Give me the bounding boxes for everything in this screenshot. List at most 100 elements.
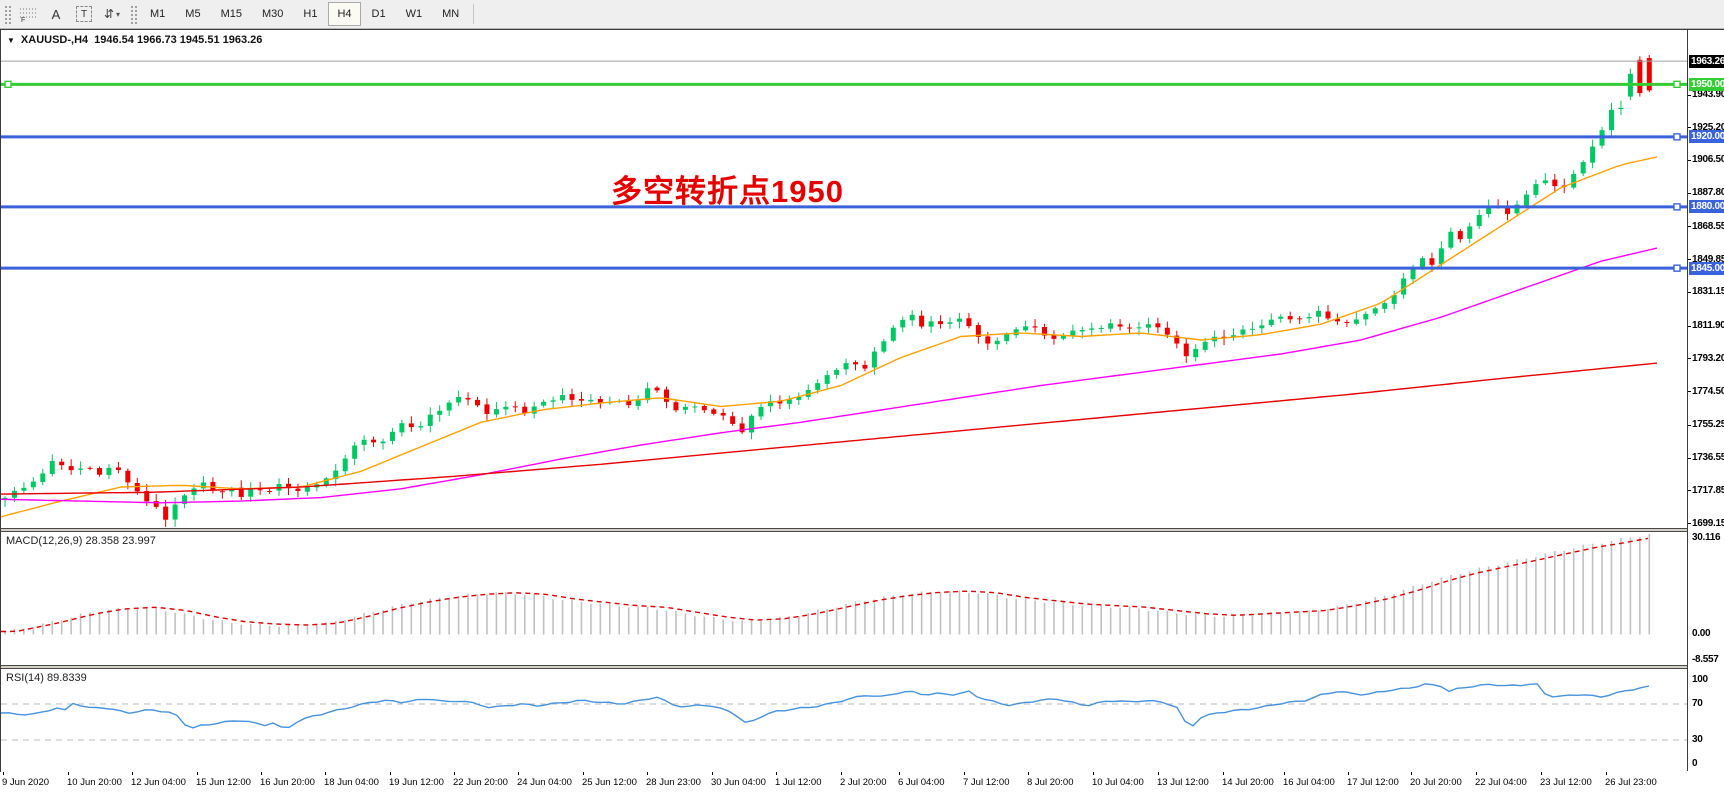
ohlc-values: 1946.54 1966.73 1945.51 1963.26 (94, 34, 263, 46)
candlestick-canvas[interactable] (1, 30, 1687, 528)
price-tick-label: 1774.50 (1692, 385, 1724, 397)
macd-canvas[interactable] (1, 532, 1687, 665)
arrows-tool-button[interactable]: ⇵ ▾ (99, 2, 125, 26)
chart-text-annotation[interactable]: 多空转折点1950 (611, 174, 844, 209)
tf-button-M1[interactable]: M1 (150, 8, 166, 20)
hline-handle[interactable] (4, 80, 12, 89)
rsi-scale-label: 0 (1692, 758, 1698, 769)
time-axis-label: 28 Jun 23:00 (646, 777, 701, 788)
rsi-panel[interactable]: RSI(14) 89.8339 (1, 669, 1687, 771)
symbol-dropdown-icon[interactable]: ▼ (7, 35, 15, 45)
panel-divider[interactable] (1, 665, 1724, 669)
time-tickmark (1028, 772, 1029, 775)
time-axis-label: 25 Jun 12:00 (582, 777, 637, 788)
toolbar-grip[interactable] (3, 4, 11, 24)
price-tick-label: 1868.55 (1692, 220, 1724, 232)
price-axis[interactable]: 1943.90 1925.20 1906.50 1887.80 1868.55 1849.… (1688, 30, 1724, 771)
time-axis-label: 15 Jun 12:00 (196, 777, 251, 788)
time-tickmark (841, 772, 842, 775)
macd-panel[interactable]: MACD(12,26,9) 28.358 23.997 (1, 532, 1687, 665)
chart-title[interactable]: ▼ XAUUSD-,H4 1946.54 1966.73 1945.51 196… (7, 34, 262, 46)
time-axis-label: 20 Jul 20:00 (1410, 777, 1462, 788)
arrows-icon: ⇵ (103, 7, 115, 21)
time-axis-label: 13 Jul 12:00 (1157, 777, 1209, 788)
price-tick-label: 1717.85 (1692, 484, 1724, 496)
time-axis-label: 22 Jun 20:00 (453, 777, 508, 788)
price-badge: 1950.00 (1689, 77, 1724, 91)
time-axis-label: 16 Jun 20:00 (260, 777, 315, 788)
time-tickmark (1411, 772, 1412, 775)
text-icon: A (51, 6, 61, 22)
time-axis-label: 7 Jul 12:00 (963, 777, 1010, 788)
price-tick-label: 1925.20 (1692, 121, 1724, 133)
tf-button-D1[interactable]: D1 (371, 8, 386, 20)
text-tool-button[interactable]: A (43, 2, 69, 26)
hline-handle[interactable] (1673, 133, 1681, 141)
price-tick-label: 1943.90 (1692, 89, 1724, 100)
time-axis-label: 22 Jul 04:00 (1475, 777, 1527, 788)
price-tick-label: 1831.15 (1692, 286, 1724, 298)
fibonacci-tool-button[interactable]: F (15, 2, 41, 26)
price-tickmark (1688, 457, 1691, 459)
text-label-tool-button[interactable]: T (71, 2, 97, 26)
time-tickmark (3, 772, 4, 775)
time-axis-label: 14 Jul 20:00 (1222, 777, 1274, 788)
time-tickmark (583, 772, 584, 775)
price-tick-label: 1755.25 (1692, 419, 1724, 431)
hline-handle[interactable] (1673, 80, 1681, 89)
hline-handle[interactable] (1673, 264, 1681, 272)
time-axis-label: 17 Jul 12:00 (1347, 777, 1399, 788)
time-axis-label: 23 Jul 12:00 (1540, 777, 1592, 788)
time-axis[interactable]: 9 Jun 2020 10 Jun 20:00 12 Jun 04:00 15 Jun… (0, 772, 1724, 792)
rsi-canvas[interactable] (1, 669, 1687, 771)
price-tickmark (1688, 159, 1691, 161)
time-axis-label: 6 Jul 04:00 (898, 777, 945, 788)
price-tickmark (1688, 424, 1691, 426)
time-axis-label: 19 Jun 12:00 (389, 777, 444, 788)
macd-scale-label: -8.557 (1692, 654, 1719, 665)
time-tickmark (1541, 772, 1542, 775)
time-axis-label: 12 Jun 04:00 (131, 777, 186, 788)
tf-button-M30[interactable]: M30 (261, 8, 284, 20)
time-tickmark (68, 772, 69, 775)
rsi-scale-label: 30 (1692, 734, 1703, 745)
macd-scale-label: 30.116 (1692, 532, 1721, 543)
tf-button-W1[interactable]: W1 (405, 8, 423, 20)
time-tickmark (899, 772, 900, 775)
time-axis-label: 9 Jun 2020 (2, 777, 50, 788)
price-tickmark (1688, 259, 1691, 261)
tf-button-H1[interactable]: H1 (303, 8, 318, 20)
time-tickmark (1284, 772, 1285, 775)
price-tickmark (1688, 391, 1691, 393)
tf-button-MN[interactable]: MN (442, 8, 460, 20)
time-axis-label: 24 Jun 04:00 (517, 777, 572, 788)
time-tickmark (647, 772, 648, 775)
price-badge: 1920.00 (1689, 130, 1724, 144)
time-tickmark (1093, 772, 1094, 775)
price-tick-label: 1887.80 (1692, 187, 1724, 199)
time-axis-label: 2 Jul 20:00 (840, 777, 887, 788)
macd-label: MACD(12,26,9) 28.358 23.997 (6, 535, 156, 547)
hline-handle[interactable] (1673, 203, 1681, 211)
timeframe-group: M1 M5 M15 M30 H1 H4 D1 W1 MN (140, 2, 469, 26)
toolbar-grip[interactable] (129, 4, 137, 24)
time-tickmark (261, 772, 262, 775)
time-tickmark (776, 772, 777, 775)
time-tickmark (390, 772, 391, 775)
rsi-label: RSI(14) 89.8339 (6, 672, 87, 684)
tf-button-M15[interactable]: M15 (220, 8, 242, 20)
panel-divider[interactable] (1, 528, 1724, 532)
time-tickmark (1476, 772, 1477, 775)
chevron-down-icon[interactable]: ▾ (116, 9, 121, 19)
drawing-tool-group: F A T ⇵ ▾ (14, 2, 126, 26)
tf-button-H4[interactable]: H4 (328, 2, 361, 26)
price-tickmark (1688, 358, 1691, 360)
tf-button-M5[interactable]: M5 (185, 8, 201, 20)
time-axis-label: 26 Jul 23:00 (1605, 777, 1657, 788)
price-tick-label: 1849.85 (1692, 253, 1724, 265)
price-axis-border (1687, 30, 1688, 771)
price-tickmark (1688, 325, 1691, 327)
time-tickmark (1606, 772, 1607, 775)
main-price-panel[interactable] (1, 30, 1687, 528)
